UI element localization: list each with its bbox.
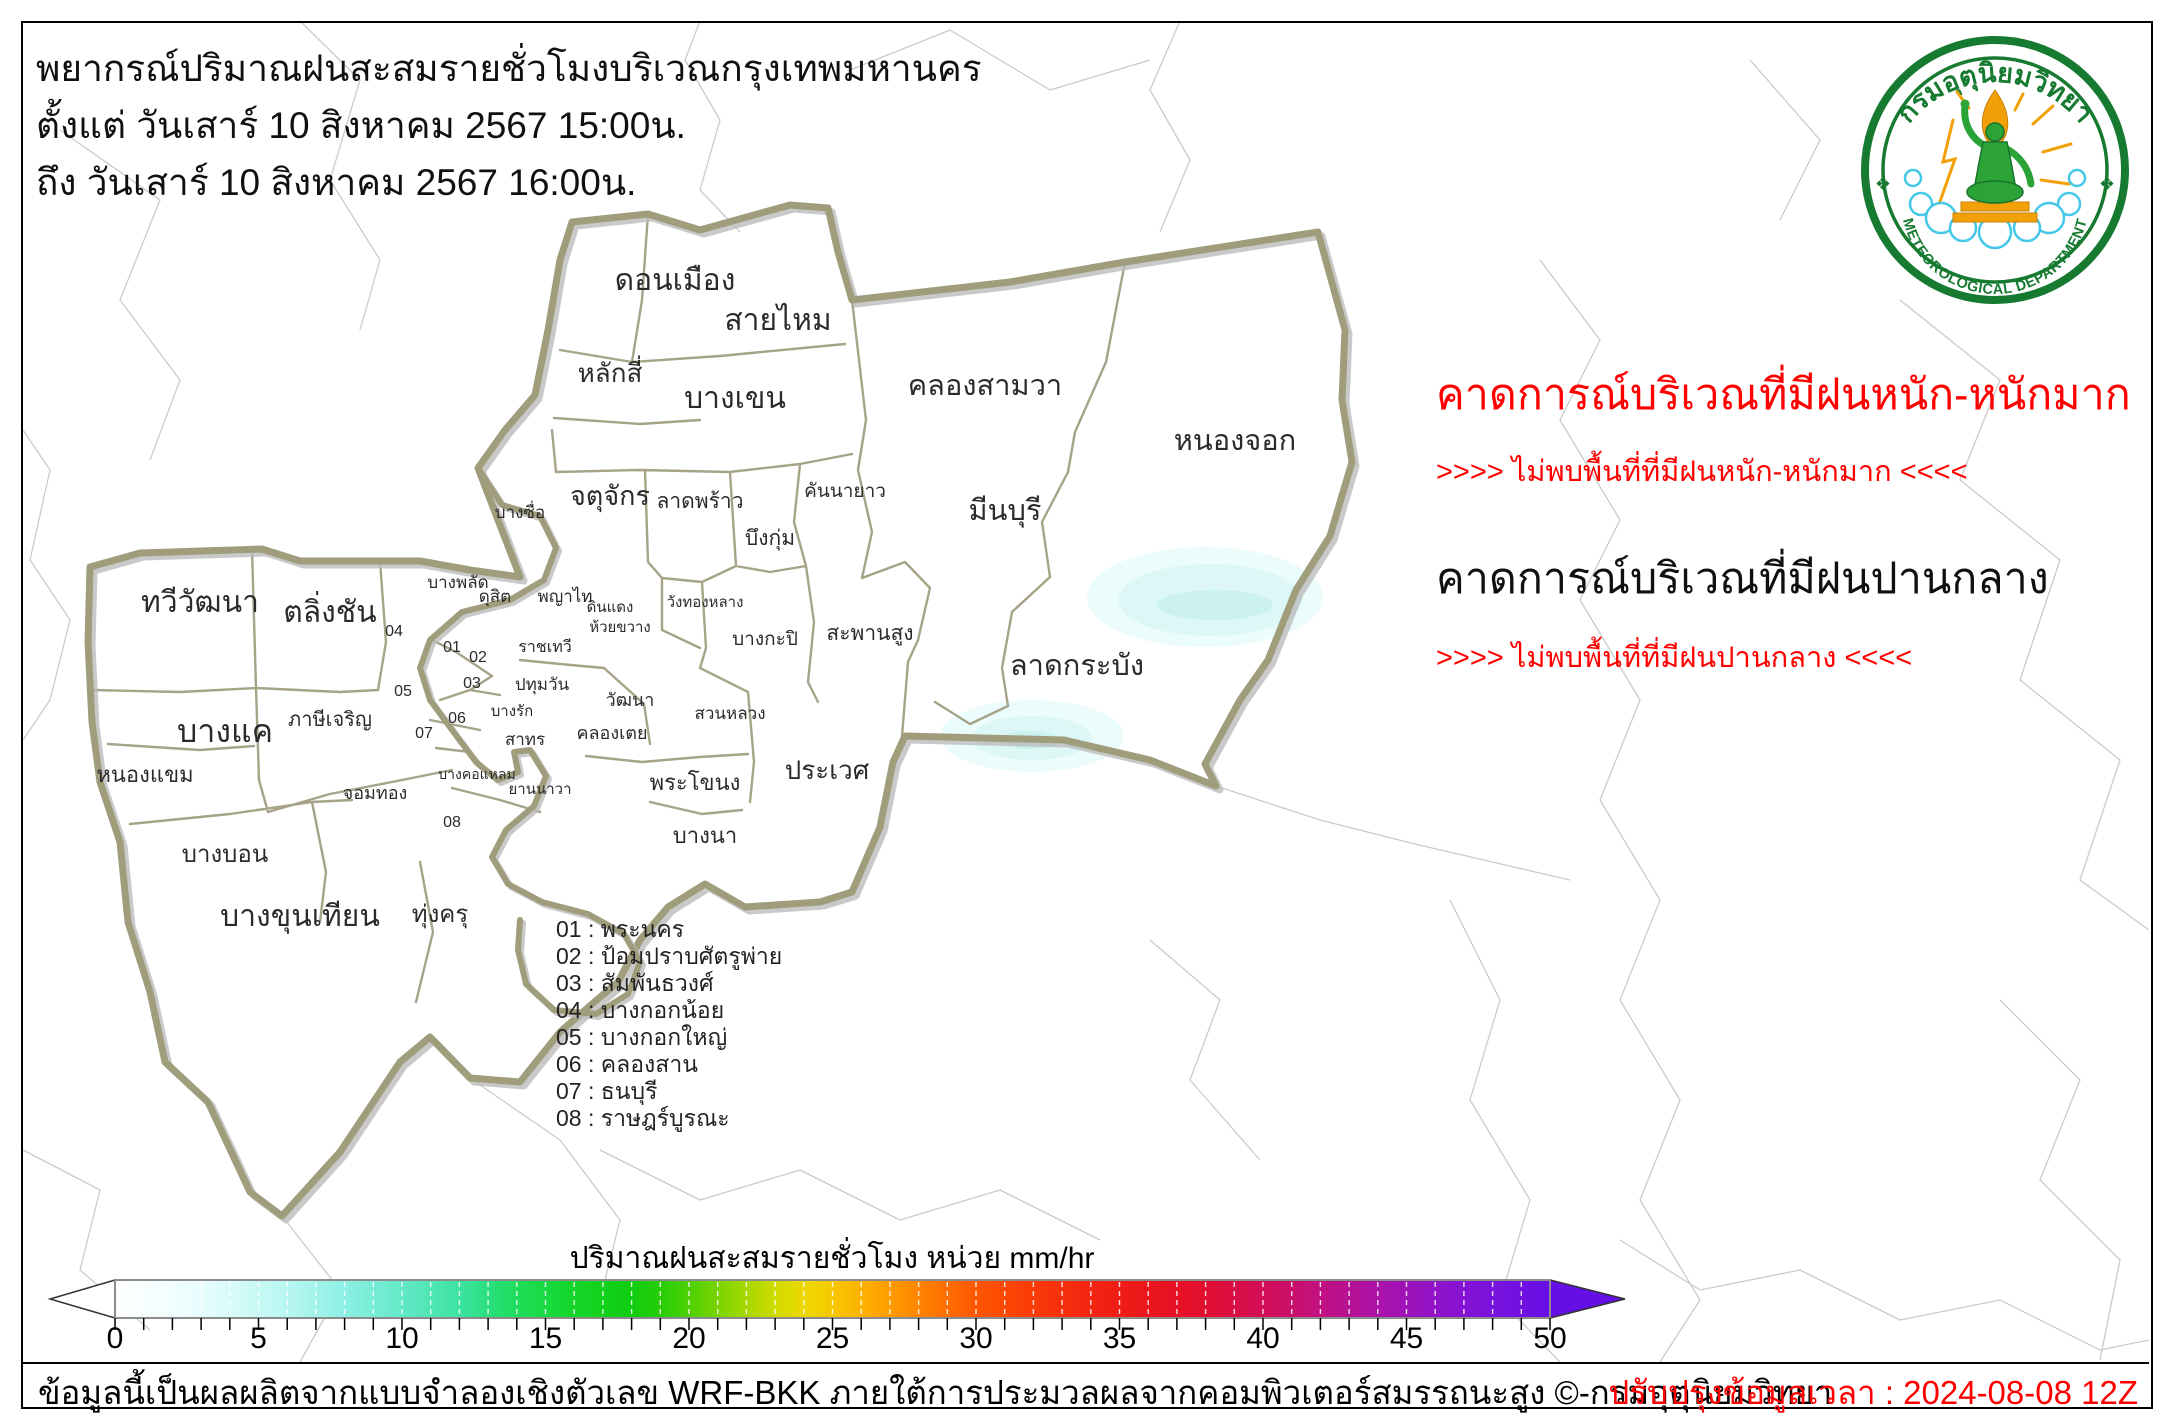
district-code-legend: 01 : พระนคร 02 : ป้อมปราบศัตรูพ่าย 03 : … [556,916,782,1132]
legend-item: 02 : ป้อมปราบศัตรูพ่าย [556,943,783,969]
district-label: บึงกุ่ม [745,527,795,551]
legend-item: 03 : สัมพันธวงศ์ [556,970,714,996]
district-label: 05 [394,683,412,700]
district-label: วังทองหลาง [667,594,744,611]
district-label: บางกะปิ [732,629,798,650]
legend-item: 08 : ราษฎร์บูรณะ [556,1105,730,1131]
district-label: สวนหลวง [694,704,765,723]
district-label: ลาดกระบัง [1010,650,1144,682]
colorbar-title: ปริมาณฝนสะสมรายชั่วโมง หน่วย mm/hr [570,1237,1095,1275]
title-line-3: ถึง วันเสาร์ 10 สิงหาคม 2567 16:00น. [36,162,637,203]
seal-ornament-right: ❖ [2099,174,2115,194]
colorbar-tick-label: 15 [529,1322,562,1355]
district-label: หนองแขม [96,762,193,787]
district-label: หนองจอก [1174,425,1297,457]
chao-phraya-river [417,465,646,1020]
heavy-rain-heading: คาดการณ์บริเวณที่มีฝนหนัก-หนักมาก [1436,371,2131,419]
legend-item: 07 : ธนบุรี [556,1078,658,1104]
district-label: ตลิ่งชัน [283,591,376,629]
colorbar-unit-dashes [142,1282,1523,1316]
district-label: ปทุมวัน [515,675,570,695]
colorbar-ticks [114,1318,1551,1330]
district-label: พญาไท [538,586,593,606]
colorbar-tick-label: 50 [1533,1322,1566,1355]
district-label: ห้วยขวาง [589,619,651,636]
district-label: ทุ่งครุ [412,901,469,929]
footer-update-time: ปรับปรุงข้อมูลเวลา : 2024-08-08 12Z [1608,1374,2138,1411]
district-label: บางพลัด [427,573,488,592]
district-label: สายไหม [724,302,831,337]
colorbar-tick-label: 35 [1103,1322,1136,1355]
district-label: ดอนเมือง [615,264,736,297]
legend-item: 01 : พระนคร [556,916,685,942]
district-label: 06 [448,710,466,727]
page-title: พยากรณ์ปริมาณฝนสะสมรายชั่วโมงบริเวณกรุงเ… [36,40,982,211]
district-label: ประเวศ [785,755,870,785]
moderate-rain-heading: คาดการณ์บริเวณที่มีฝนปานกลาง [1436,555,2049,603]
district-label: สะพานสูง [826,622,913,646]
district-label: บางรัก [491,703,533,720]
seal-ornament-left: ❖ [1875,174,1891,194]
seal-inner-ring [1881,56,2109,284]
district-label: มีนบุรี [969,495,1042,528]
district-label: ดุสิต [479,587,511,607]
district-label: คลองเตย [576,723,647,743]
district-label: พระโขนง [650,770,741,795]
district-label: บางซื่อ [495,500,545,522]
title-line-1: พยากรณ์ปริมาณฝนสะสมรายชั่วโมงบริเวณกรุงเ… [36,48,982,89]
colorbar-right-arrow [1549,1279,1626,1319]
district-label: จตุจักร [570,481,650,513]
district-label: บางเขน [684,382,786,415]
district-label: ราชเทวี [518,638,571,656]
heavy-rain-result: >>>> ไม่พบพื้นที่ที่มีฝนหนัก-หนักมาก <<<… [1436,456,1968,488]
seal-deity-art [1903,89,2087,250]
district-label: บางแค [177,713,273,749]
district-label: คันนายาว [804,481,886,502]
district-label: 02 [469,649,487,666]
colorbar-tick-label: 25 [816,1322,849,1355]
district-label: ภาษีเจริญ [288,709,372,731]
district-label: จอมทอง [343,783,408,803]
district-label: ทวีวัฒนา [141,586,259,619]
district-label: บางบอน [182,841,268,868]
district-label: ดินแดง [587,599,634,616]
district-label: บางนา [673,823,737,848]
district-boundaries [90,212,1127,1004]
district-label: หลักสี่ [578,355,643,388]
moderate-rain-result: >>>> ไม่พบพื้นที่ที่มีฝนปานกลาง <<<< [1436,642,1913,674]
district-label: 08 [443,814,461,831]
colorbar-tick-labels: 0 5 10 15 20 25 30 35 40 45 50 [107,1322,1567,1355]
rain-colorbar: ปริมาณฝนสะสมรายชั่วโมง หน่วย mm/hr 0 5 10 1… [47,1237,1626,1355]
district-label: สาทร [505,730,545,749]
bangkok-outer-boundary [84,201,1360,1224]
met-department-seal: กรมอุตุนิยมวิทยา METEOROLOGICAL DEPARTME… [1861,36,2129,304]
district-label: ยานนาวา [509,781,572,798]
district-label: คลองสามวา [908,370,1062,402]
district-label: 04 [385,623,403,640]
footer-credit-text: ข้อมูลนี้เป็นผลผลิตจากแบบจำลองเชิงตัวเลข… [38,1374,1833,1411]
district-label: บางคอแหลม [438,766,515,782]
district-label: 01 [443,639,461,656]
colorbar-tick-label: 0 [107,1322,124,1355]
colorbar-tick-label: 20 [672,1322,705,1355]
title-line-2: ตั้งแต่ วันเสาร์ 10 สิงหาคม 2567 15:00น. [36,105,686,146]
legend-item: 04 : บางกอกน้อย [556,997,725,1023]
colorbar-tick-label: 40 [1246,1322,1279,1355]
district-label: 03 [463,675,481,692]
district-label: บางขุนเทียน [220,900,380,935]
district-label: 07 [415,725,433,742]
colorbar-tick-label: 45 [1390,1322,1423,1355]
colorbar-tick-label: 30 [959,1322,992,1355]
colorbar-left-arrow [47,1278,116,1320]
district-label: วัฒนา [606,690,655,710]
district-label: ลาดพร้าว [656,490,743,513]
legend-item: 05 : บางกอกใหญ่ [556,1024,728,1050]
colorbar-tick-label: 5 [250,1322,267,1355]
legend-item: 06 : คลองสาน [556,1051,698,1077]
colorbar-tick-label: 10 [385,1322,418,1355]
